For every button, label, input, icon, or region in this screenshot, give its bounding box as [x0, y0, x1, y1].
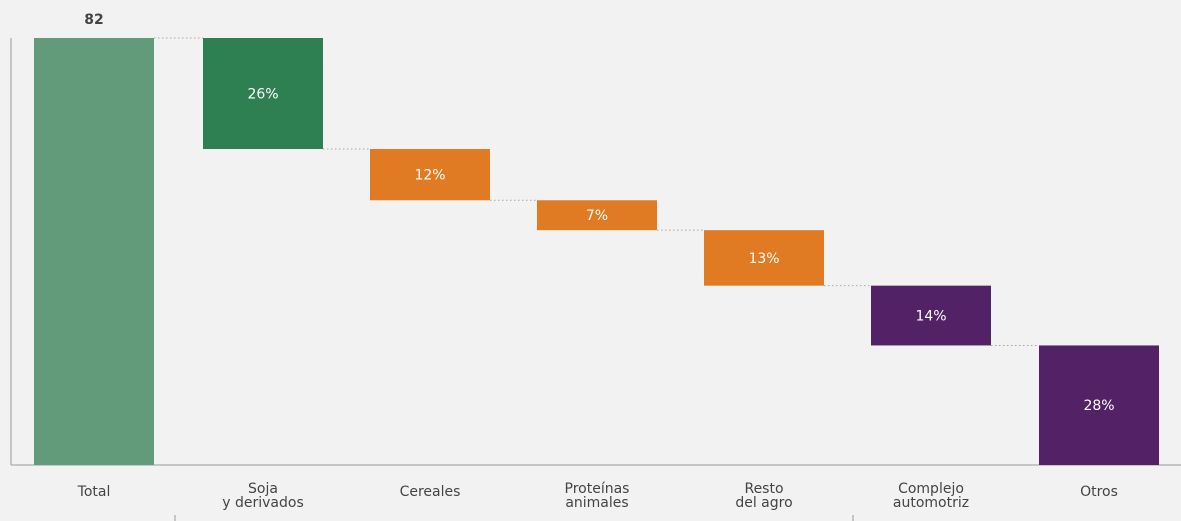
bar-value-label: 12% [414, 168, 445, 184]
bar-value-label: 28% [1083, 398, 1114, 414]
category-label-line: del agro [735, 495, 792, 511]
category-label: Soja y derivados [222, 481, 304, 511]
category-label: Total [77, 484, 111, 500]
bar-segment [370, 149, 490, 201]
category-labels: Total Soja y derivados Cereales Proteínas ani… [77, 481, 1118, 511]
category-label: Complejo automotriz [893, 481, 969, 511]
connector-lines [154, 37, 1039, 346]
category-label-line: animales [565, 495, 628, 511]
bar-segment [203, 38, 323, 150]
category-label-line: automotriz [893, 495, 969, 511]
bar-segment [537, 200, 657, 231]
category-label-line: y derivados [222, 495, 304, 511]
bar-value-label: 26% [247, 87, 278, 103]
category-label-line: Resto [744, 481, 783, 497]
category-label: Proteínas animales [565, 481, 630, 511]
bar-value-label: 7% [586, 208, 608, 224]
category-label: Cereales [400, 484, 461, 500]
category-label-line: Otros [1080, 484, 1118, 500]
bars: 82 26% 12% 7% 13% 14% 28% [34, 12, 1159, 465]
category-label-line: Total [77, 484, 111, 500]
category-label-line: Proteínas [565, 481, 630, 497]
bar-value-label: 13% [748, 251, 779, 267]
category-label-line: Complejo [898, 481, 964, 497]
category-label: Resto del agro [735, 481, 792, 511]
category-label-line: Soja [248, 481, 278, 497]
bar-segment [704, 230, 824, 286]
bar-label-total: 82 [84, 12, 103, 28]
category-label-line: Cereales [400, 484, 461, 500]
bar-segment [1039, 345, 1159, 465]
bar-total [34, 38, 154, 465]
bar-value-label: 14% [915, 309, 946, 325]
category-label: Otros [1080, 484, 1118, 500]
bar-segment [871, 285, 991, 346]
